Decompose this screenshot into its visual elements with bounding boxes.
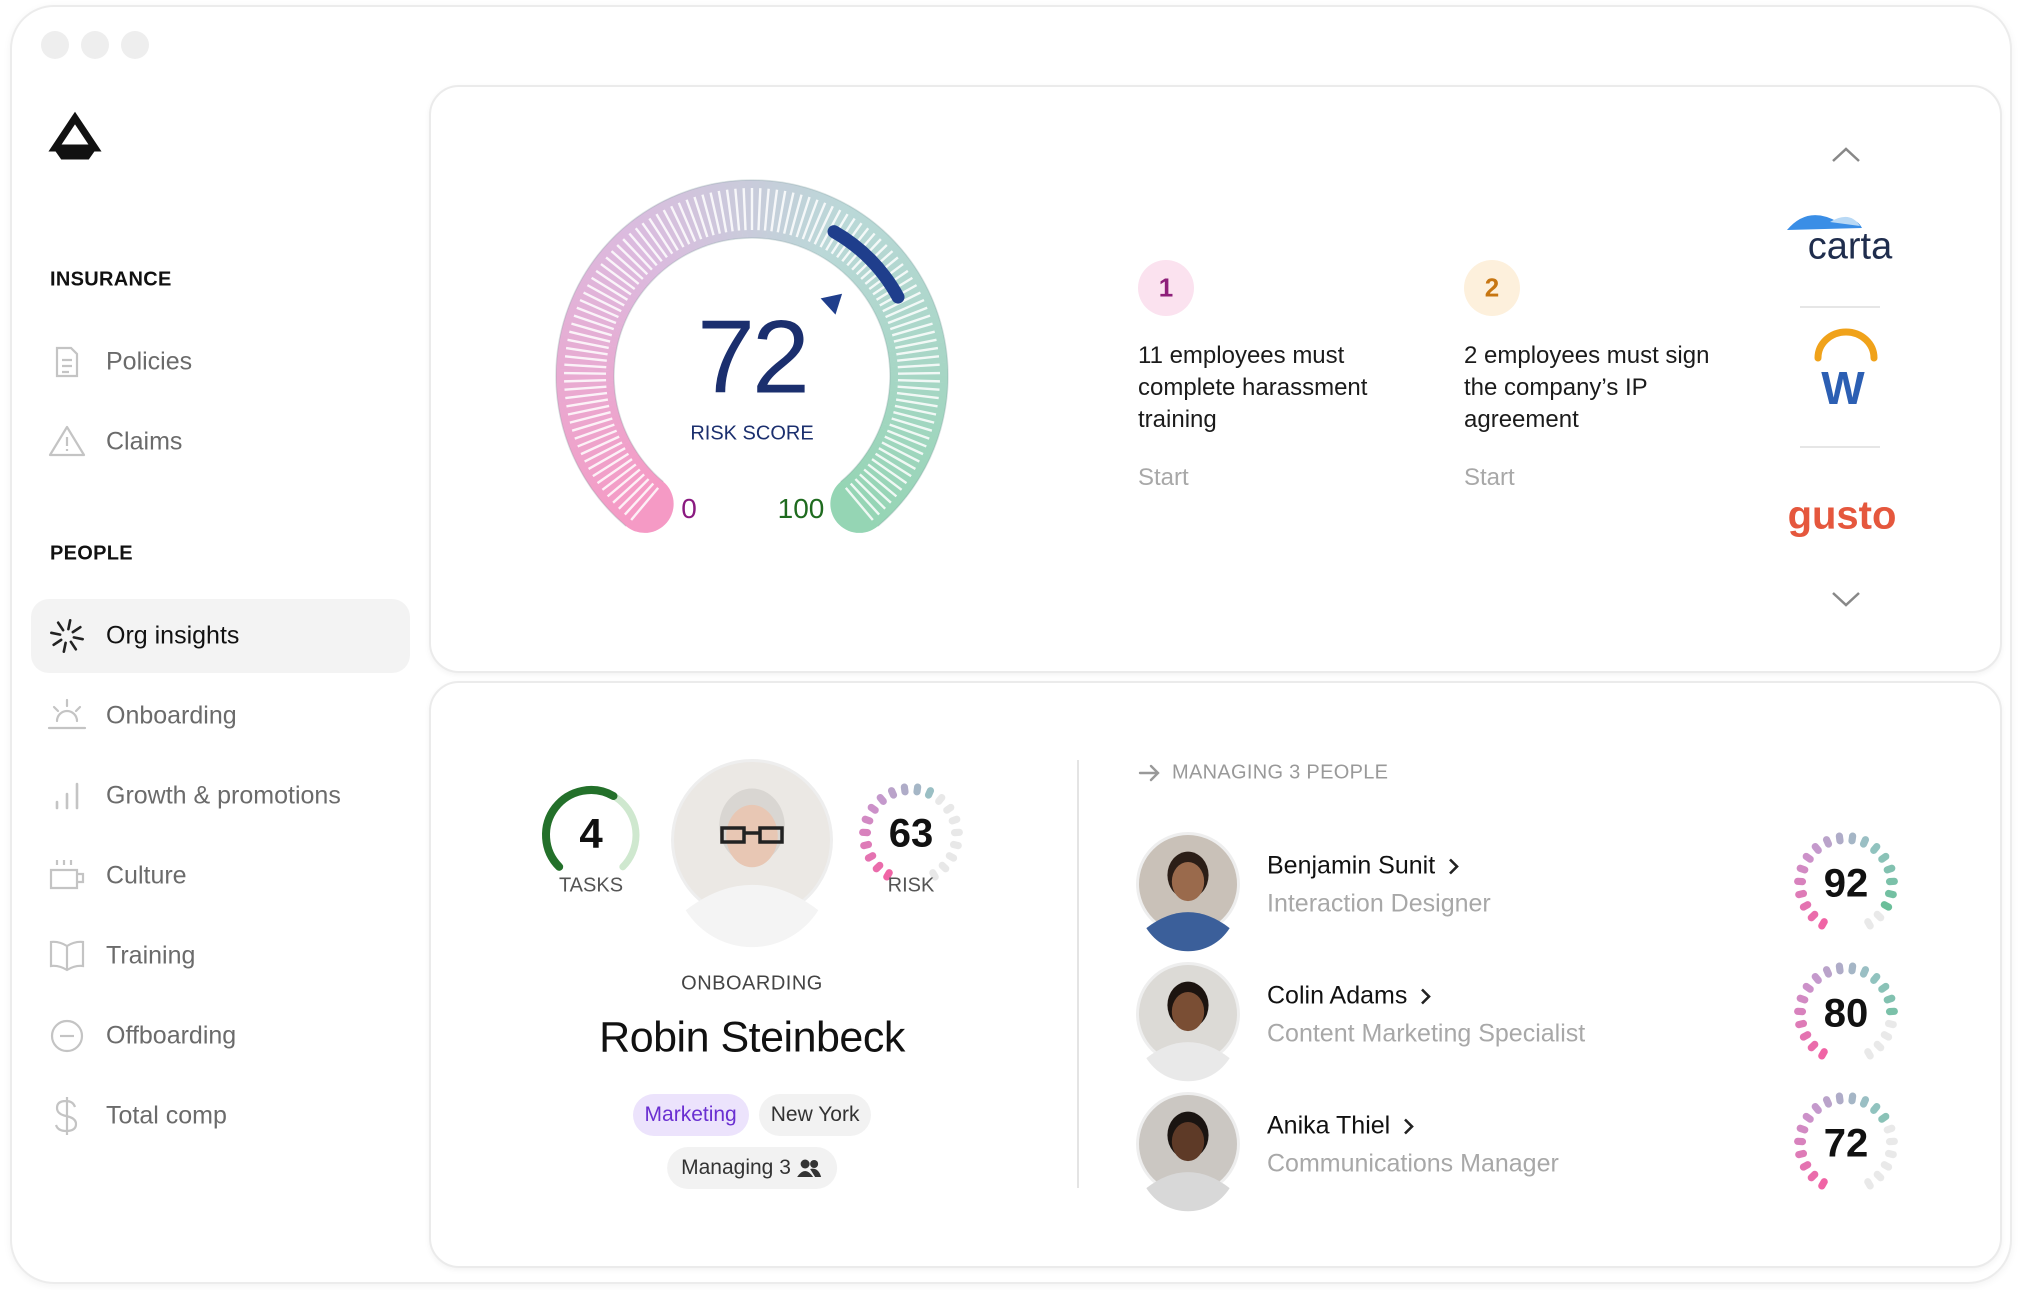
task-text: 2 employees must sign the company’s IP a… [1464,342,1710,433]
nav-active-bg [31,599,410,673]
nav-section-title: INSURANCE [50,268,172,291]
task-action[interactable]: Start [1464,464,1515,491]
tag: New York [758,1094,872,1136]
tasks-count: 4 [579,810,603,857]
chevron-right [1404,1118,1415,1134]
chevron-right [1421,988,1432,1004]
nav-item[interactable]: Policies [106,347,193,376]
nav-item[interactable]: Org insights [106,621,240,650]
managing-text: Managing 3 [681,1156,791,1179]
task-number: 2 [1484,272,1500,303]
tag-row: Marketing New York [552,1094,952,1136]
person-name-row[interactable]: Colin Adams [1267,982,1433,1011]
person-name-row[interactable]: Benjamin Sunit [1267,852,1461,881]
integration-logo[interactable]: W [1821,362,1865,414]
person-title: Content Marketing Specialist [1267,1019,1586,1048]
person-title: Communications Manager [1267,1149,1559,1178]
person-name[interactable]: Colin Adams [1267,981,1408,1010]
person-name[interactable]: Anika Thiel [1267,1111,1391,1140]
person-score: 72 [1823,1121,1869,1166]
nav-item[interactable]: Offboarding [106,1021,237,1050]
risk-score-label: RISK SCORE [690,422,814,445]
risk-label: RISK [887,874,935,897]
nav-item[interactable]: Training [106,941,196,970]
chevron-right [1449,858,1459,874]
nav-item[interactable]: Culture [106,861,187,890]
tag: Marketing [632,1094,749,1136]
tasks-label: TASKS [558,874,624,897]
task-number: 1 [1158,272,1174,303]
nav-item[interactable]: Onboarding [106,701,237,730]
person-name[interactable]: Benjamin Sunit [1267,851,1436,880]
managing-tag: Managing 3 [667,1147,837,1189]
nav-item[interactable]: Total comp [106,1101,227,1130]
gauge-max: 100 [777,493,825,524]
task-text: 11 employees must complete harassment tr… [1138,342,1368,433]
person-score: 92 [1823,861,1869,906]
risk-value: 63 [888,811,934,856]
integration-logo[interactable]: gusto [1787,493,1897,538]
nav-item[interactable]: Growth & promotions [106,781,341,810]
profile-name: Robin Steinbeck [599,1013,905,1062]
risk-score: 72 [697,299,810,416]
top-card [429,85,2002,673]
nav-section-title: PEOPLE [50,542,133,565]
integration-logo[interactable]: carta [1807,225,1893,268]
profile-status: ONBOARDING [681,972,823,995]
person-name-row[interactable]: Anika Thiel [1267,1112,1416,1141]
nav-item[interactable]: Claims [106,427,183,456]
reports-title: MANAGING 3 PEOPLE [1172,761,1389,784]
gauge-min: 0 [681,493,697,524]
person-score: 80 [1823,991,1869,1036]
person-title: Interaction Designer [1267,889,1491,918]
people-icon [796,1159,821,1177]
task-action[interactable]: Start [1138,464,1189,491]
